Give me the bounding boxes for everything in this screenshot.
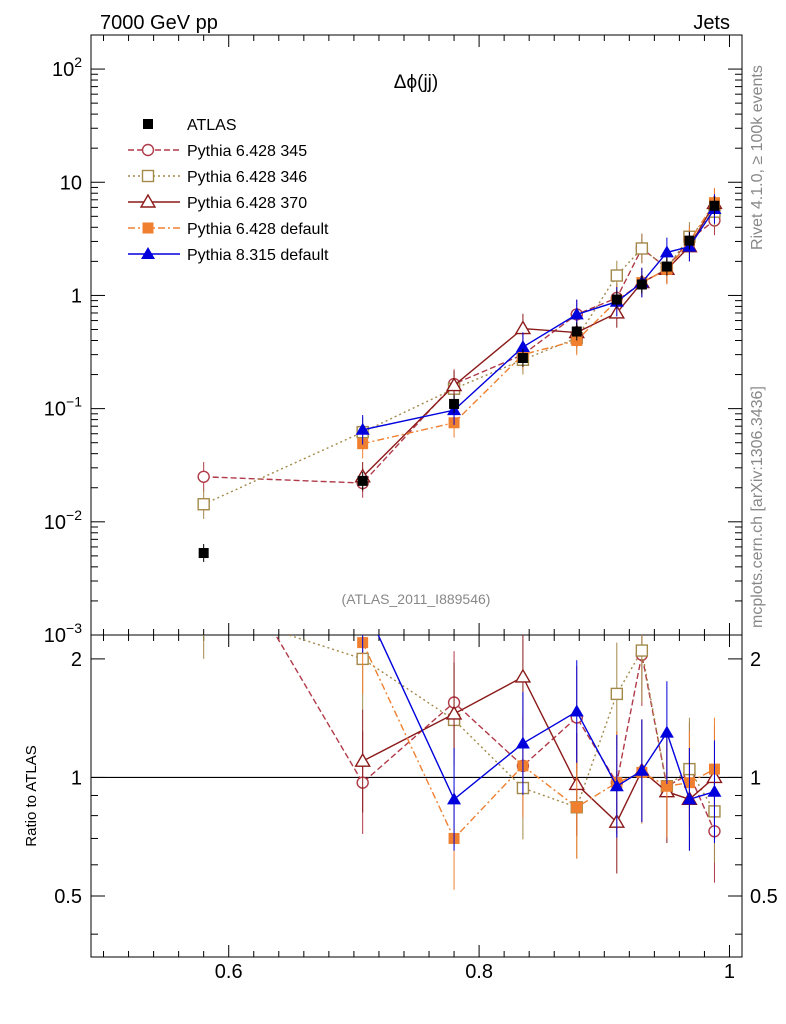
data-point (447, 792, 462, 805)
data-point (610, 269, 624, 282)
data-point (569, 704, 584, 717)
data-point (659, 245, 674, 258)
data-point (198, 602, 209, 613)
data-point (445, 377, 463, 392)
series-layer (197, 187, 723, 890)
ratio-tick-label: 2 (750, 649, 761, 671)
series-line (362, 208, 716, 431)
ratio-tick-label: 0.5 (54, 886, 82, 908)
legend-label: Pythia 8.315 default (187, 247, 329, 264)
data-point (514, 320, 532, 335)
series-main (355, 194, 722, 445)
ratio-tick-label: 2 (71, 649, 82, 671)
data-point (445, 705, 463, 720)
legend-marker (143, 119, 153, 129)
data-point (354, 752, 371, 767)
legend-label: Pythia 6.428 345 (187, 143, 307, 160)
data-point (515, 736, 530, 749)
legend: ATLAS Pythia 6.428 345 Pythia 6.428 346 Pyt… (128, 117, 329, 264)
analysis-label: (ATLAS_2011_I889546) (342, 591, 491, 607)
ratio-plot-frame (90, 634, 743, 958)
data-point (569, 307, 584, 320)
ratio-tick-label: 1 (750, 767, 761, 789)
data-point (514, 668, 532, 683)
data-point (682, 792, 697, 805)
data-point (609, 779, 624, 792)
ratio-tick-label: 0.5 (750, 886, 778, 908)
y-tick-label: 1 (71, 285, 82, 307)
data-point (198, 548, 209, 559)
plot-title: Δϕ(jj) (394, 72, 438, 93)
series-main (357, 187, 720, 459)
mcplots-label: mcplots.cern.ch [arXiv:1306.3436] (749, 386, 766, 628)
data-point (517, 353, 528, 364)
legend-item-atlas: ATLAS (143, 117, 237, 134)
rivet-label: Rivet 4.1.0, ≥ 100k events (749, 65, 766, 250)
data-point (661, 780, 673, 792)
y-tick-label: 102 (52, 54, 82, 81)
legend-marker (142, 222, 154, 234)
legend-label: Pythia 6.428 default (187, 221, 329, 238)
series-line (362, 202, 716, 445)
series-main (354, 188, 723, 492)
y-tick-label: 10−2 (44, 507, 82, 534)
series-ratio (362, 635, 722, 851)
legend-item: Pythia 8.315 default (128, 247, 329, 264)
data-point (707, 784, 722, 797)
y-tick-label: 10 (60, 172, 82, 194)
series-line (286, 635, 716, 812)
series-main (197, 196, 721, 519)
series-line (377, 635, 715, 801)
header-left: 7000 GeV pp (100, 12, 218, 34)
legend-item: Pythia 6.428 345 (128, 143, 307, 160)
data-point (709, 200, 720, 211)
data-point (661, 261, 672, 272)
legend-marker (141, 247, 155, 259)
atlas-data (198, 196, 720, 562)
series-line (203, 211, 715, 505)
data-point (659, 725, 674, 738)
legend-label: ATLAS (187, 117, 237, 134)
data-point (571, 326, 582, 337)
series-line (274, 635, 716, 832)
legend-label: Pythia 6.428 346 (187, 169, 307, 186)
series-ratio (357, 635, 720, 890)
data-point (611, 294, 622, 305)
data-point (355, 422, 370, 435)
y-tick-label: 10−1 (44, 394, 82, 421)
y-tick-label: 10−3 (44, 620, 82, 647)
data-point (610, 687, 624, 701)
legend-marker (139, 193, 157, 208)
legend-item: Pythia 6.428 default (128, 221, 329, 238)
legend-label: Pythia 6.428 370 (187, 195, 307, 212)
data-point (449, 398, 460, 409)
legend-marker (141, 143, 155, 157)
series-line (362, 675, 715, 824)
ratio-tick-label: 1 (71, 767, 82, 789)
legend-item: Pythia 6.428 370 (128, 193, 307, 212)
data-point (635, 644, 649, 657)
series-line (362, 203, 716, 478)
data-point (684, 235, 695, 246)
header-right: Jets (693, 12, 730, 34)
data-point (636, 279, 647, 290)
data-point (515, 340, 530, 353)
data-point (571, 801, 583, 813)
ratio-axis-label: Ratio to ATLAS (23, 745, 40, 846)
data-point (635, 242, 649, 255)
data-point (634, 763, 649, 776)
data-point (197, 470, 210, 483)
x-tick-label: 0.6 (215, 961, 243, 983)
legend-marker (141, 169, 155, 183)
data-point (197, 498, 210, 511)
data-point (357, 475, 368, 486)
legend-item: Pythia 6.428 346 (128, 169, 307, 186)
x-tick-label: 0.8 (465, 961, 493, 983)
x-tick-label: 1 (724, 961, 735, 983)
